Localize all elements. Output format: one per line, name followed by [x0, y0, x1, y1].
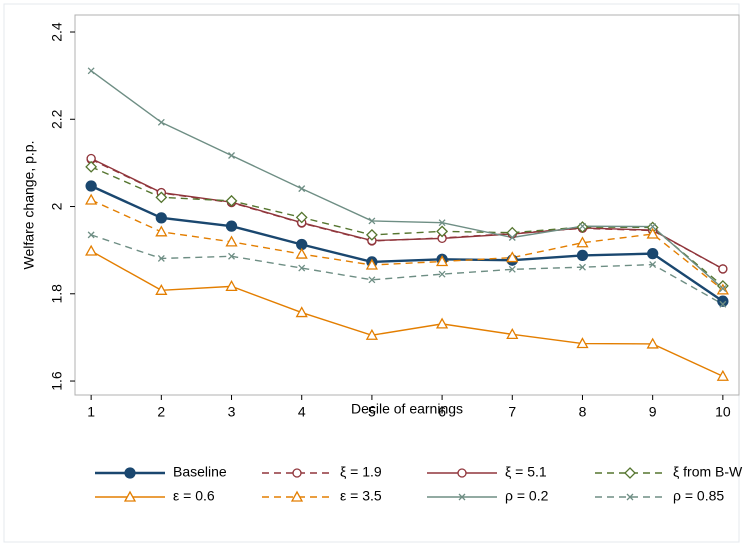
point	[719, 285, 727, 293]
point	[508, 265, 516, 273]
legend-marker	[626, 493, 634, 501]
point	[647, 247, 659, 260]
point	[368, 217, 376, 225]
point	[506, 328, 519, 340]
plot-area	[74, 14, 740, 396]
legend-label: Baseline	[173, 464, 227, 480]
series-line	[90, 199, 724, 291]
point	[228, 152, 235, 159]
series-line	[90, 166, 724, 287]
point	[155, 283, 168, 295]
point	[298, 264, 306, 272]
point	[438, 270, 446, 278]
x-tick-label: 6	[438, 404, 446, 420]
point	[228, 252, 235, 260]
point	[295, 306, 308, 318]
point	[716, 369, 729, 381]
point	[576, 337, 589, 349]
series-line	[90, 250, 724, 377]
x-tick-label: 8	[579, 404, 587, 420]
x-tick-label: 10	[715, 404, 731, 420]
point	[576, 236, 589, 248]
legend-marker	[624, 467, 636, 479]
point	[579, 222, 586, 230]
series-line	[90, 157, 724, 270]
x-tick-label: 7	[508, 404, 516, 420]
legend-marker	[458, 493, 466, 501]
point	[157, 254, 165, 262]
point	[85, 180, 97, 192]
x-tick-label: 4	[298, 404, 306, 420]
point	[85, 193, 98, 205]
legend-marker	[124, 467, 136, 479]
y-tick-label: 2.2	[49, 109, 65, 129]
legend-label: ρ = 0.2	[505, 488, 549, 504]
point	[718, 264, 728, 274]
legend-label: ε = 3.5	[340, 488, 382, 504]
point	[506, 251, 519, 263]
series-line	[90, 70, 724, 290]
point	[295, 211, 308, 224]
point	[225, 220, 238, 232]
point	[87, 231, 95, 239]
point	[646, 227, 659, 239]
point	[436, 225, 449, 238]
legend-marker	[290, 490, 304, 502]
point	[225, 280, 238, 292]
x-tick-label: 3	[228, 404, 236, 420]
legend-label: ξ = 1.9	[340, 464, 382, 480]
legend-marker	[292, 468, 302, 478]
series-line	[90, 184, 724, 303]
y-tick-label: 1.8	[49, 284, 65, 304]
point	[155, 212, 167, 224]
point	[365, 328, 379, 340]
point	[717, 295, 729, 307]
point	[649, 261, 657, 269]
point	[225, 235, 238, 247]
legend-label: ρ = 0.85	[673, 488, 724, 504]
x-axis-title: Decile of earnings	[351, 401, 463, 417]
point	[508, 234, 516, 241]
point	[646, 337, 659, 349]
point	[719, 300, 727, 308]
y-tick-label: 1.6	[49, 371, 65, 391]
x-tick-label: 5	[368, 404, 376, 420]
point	[85, 160, 98, 173]
legend-label: ξ = 5.1	[505, 464, 547, 480]
point	[576, 249, 589, 262]
point	[579, 263, 586, 271]
point	[155, 225, 168, 237]
point	[85, 244, 98, 256]
x-tick-label: 1	[87, 404, 95, 420]
point	[298, 185, 306, 193]
point	[368, 276, 376, 284]
point	[225, 194, 238, 207]
point	[295, 247, 308, 259]
point	[365, 228, 378, 241]
y-tick-label: 2.4	[49, 22, 65, 42]
legend-label: ε = 0.6	[173, 488, 215, 504]
y-tick-label: 2	[49, 202, 65, 210]
point	[157, 118, 165, 126]
point	[87, 67, 95, 75]
legend-marker	[457, 468, 467, 478]
legend-marker	[123, 490, 137, 502]
point	[649, 223, 657, 231]
point	[155, 191, 168, 204]
y-axis-title: Welfare change, p.p.	[21, 141, 37, 270]
x-tick-label: 2	[157, 404, 165, 420]
x-tick-label: 9	[649, 404, 657, 420]
legend-label: ξ from B-W	[673, 464, 743, 480]
series-line	[90, 234, 724, 305]
point	[435, 255, 449, 267]
point	[365, 258, 379, 270]
point	[438, 219, 446, 227]
point	[435, 317, 449, 329]
